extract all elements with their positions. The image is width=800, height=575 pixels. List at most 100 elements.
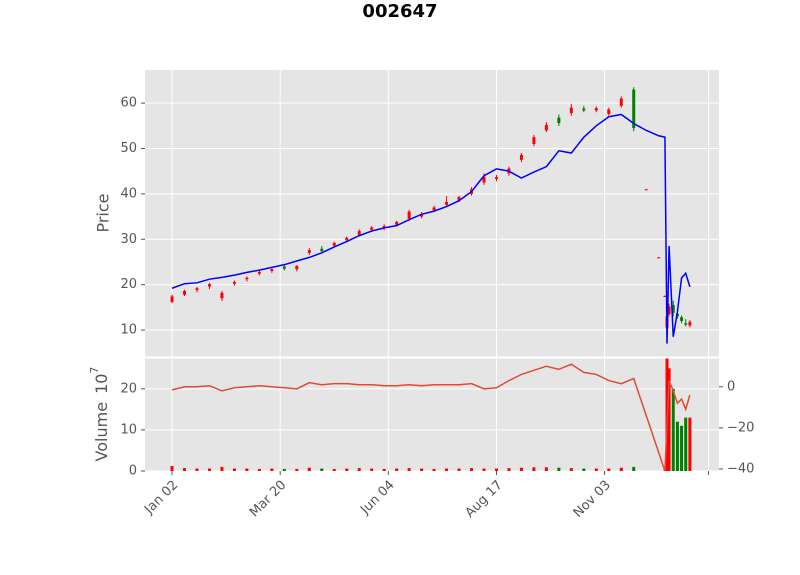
candle-body xyxy=(680,317,684,321)
volume-axis-label: Volume 107 xyxy=(88,367,111,462)
volume-bar xyxy=(245,468,249,471)
candle-body xyxy=(532,137,536,144)
volume-bar xyxy=(582,468,586,471)
candle-body xyxy=(688,321,692,326)
y-tick-label: 20 xyxy=(120,277,137,292)
volume-bar xyxy=(170,466,174,471)
candle-body xyxy=(594,108,598,111)
volume-bar xyxy=(680,425,684,471)
x-tick-label: Aug 17 xyxy=(463,478,506,521)
candle-body xyxy=(183,290,187,295)
volume-bar xyxy=(688,417,692,471)
candle-body xyxy=(544,124,548,131)
candle-body xyxy=(420,213,424,217)
volume-bar xyxy=(619,467,623,471)
candle-body xyxy=(220,292,224,299)
volume-bar xyxy=(195,468,199,471)
volume-bar xyxy=(307,467,311,471)
volume-bar xyxy=(420,468,424,471)
candle-body xyxy=(632,89,636,129)
candle-body xyxy=(207,284,211,287)
x-tick-label: Mar 20 xyxy=(247,478,290,521)
volume-bar xyxy=(220,466,224,471)
indicator-line xyxy=(171,363,691,472)
volume-panel xyxy=(145,358,719,471)
x-tick-label: Jun 04 xyxy=(357,478,397,518)
candle-body xyxy=(270,269,274,272)
volume-bar xyxy=(270,468,274,471)
x-tick-label: Jan 02 xyxy=(141,478,181,518)
candle-body xyxy=(345,237,349,241)
candle-body xyxy=(619,98,623,106)
candle-body xyxy=(607,109,611,115)
candle-body xyxy=(494,177,498,179)
volume-bar xyxy=(357,468,361,471)
candle-body xyxy=(407,211,411,219)
volume-scale-base: 10 xyxy=(92,374,111,394)
candle-body xyxy=(557,117,561,124)
y2-tick-label: −40 xyxy=(727,461,754,476)
volume-bar xyxy=(432,468,436,471)
volume-bar xyxy=(684,417,688,471)
y-tick-label: 40 xyxy=(120,186,137,201)
candle-body xyxy=(644,189,648,191)
candle-body xyxy=(445,202,449,205)
candle-body xyxy=(569,107,573,114)
volume-bar xyxy=(332,468,336,471)
volume-bar xyxy=(470,468,474,471)
volume-bar xyxy=(295,468,299,471)
candle-body xyxy=(295,266,299,270)
volume-bar xyxy=(345,468,349,471)
y2-tick-label: −20 xyxy=(727,420,754,435)
volume-bar xyxy=(482,468,486,471)
candle-body xyxy=(282,266,286,269)
volume-bar xyxy=(407,468,411,471)
candle-body xyxy=(332,242,336,246)
plot xyxy=(170,87,692,472)
candle-body xyxy=(320,248,324,252)
candle-body xyxy=(684,323,688,325)
candle-body xyxy=(667,306,671,315)
volume-bar xyxy=(594,468,598,471)
volume-bar xyxy=(671,388,675,471)
x-tick-label: Nov 03 xyxy=(571,478,614,521)
y-tick-label: 60 xyxy=(120,96,137,111)
candle-body xyxy=(657,257,661,259)
candle-body xyxy=(195,288,199,291)
volume-bar xyxy=(370,468,374,471)
volume-bar xyxy=(257,468,261,471)
y-tick-label: 50 xyxy=(120,141,137,156)
y-tick-label: 10 xyxy=(120,323,137,338)
volume-label: Volume xyxy=(92,402,111,462)
candle-body xyxy=(582,108,586,111)
volume-bar xyxy=(569,468,573,471)
candle-body xyxy=(307,250,311,253)
chart-title: 002647 xyxy=(362,1,437,22)
volume-bar xyxy=(282,468,286,471)
volume-bar xyxy=(632,466,636,471)
candle-body xyxy=(357,231,361,235)
volume-bar xyxy=(507,468,511,471)
volume-bar xyxy=(457,468,461,471)
candle-body xyxy=(671,305,675,313)
moving-average-line xyxy=(171,113,691,344)
volume-bar xyxy=(395,468,399,471)
candle-body xyxy=(170,296,174,302)
volume-scale-power: 7 xyxy=(88,367,101,374)
volume-bar xyxy=(675,421,679,471)
volume-bar xyxy=(382,468,386,471)
price-panel xyxy=(145,70,719,357)
candle-body xyxy=(519,154,523,160)
candle-body xyxy=(370,227,374,230)
volume-bar xyxy=(207,468,211,471)
volume-bar xyxy=(519,467,523,471)
candle-body xyxy=(457,197,461,201)
volume-bar xyxy=(494,468,498,471)
volume-bar xyxy=(557,467,561,471)
candle-body xyxy=(482,176,486,183)
volume-bar xyxy=(544,467,548,471)
volume-bar xyxy=(183,468,187,471)
volume-tick-label: 0 xyxy=(129,464,137,479)
volume-bar xyxy=(445,468,449,471)
candle-body xyxy=(257,271,261,274)
